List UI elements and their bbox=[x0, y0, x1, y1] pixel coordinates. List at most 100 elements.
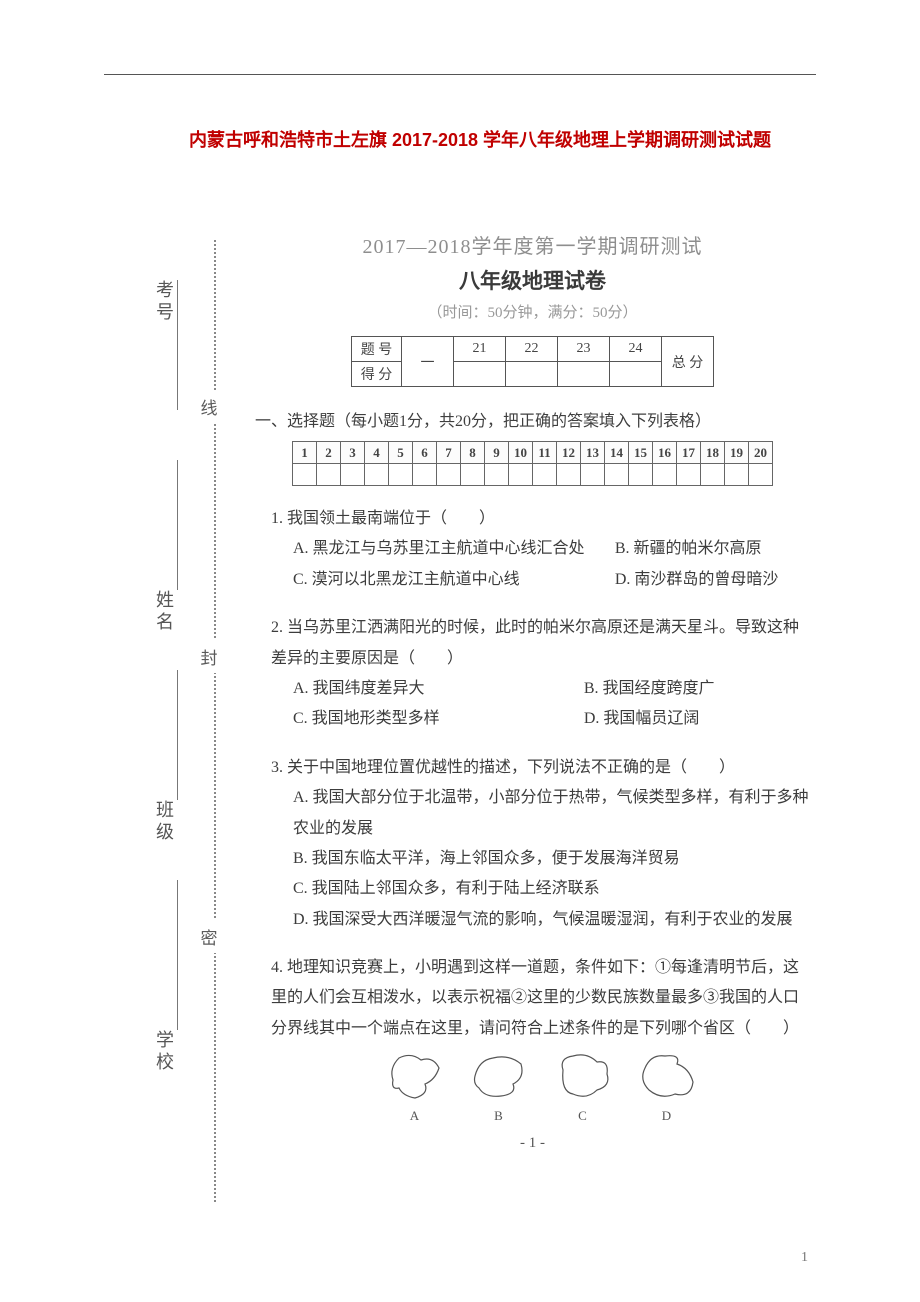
score-col-1: 一 bbox=[402, 337, 454, 387]
q2-opt-b: B. 我国经度跨度广 bbox=[584, 674, 715, 704]
dotted-binding-line bbox=[214, 240, 216, 1202]
q1-opt-b: B. 新疆的帕米尔高原 bbox=[615, 534, 762, 564]
answer-header-cell: 4 bbox=[365, 442, 389, 464]
q1-opt-a: A. 黑龙江与乌苏里江主航道中心线汇合处 bbox=[293, 534, 593, 564]
answer-header-cell: 15 bbox=[629, 442, 653, 464]
binding-mid-xian: 线 bbox=[199, 390, 219, 423]
question-2: 2. 当乌苏里江洒满阳光的时候，此时的帕米尔高原还是满天星斗。导致这种差异的主要… bbox=[255, 613, 810, 735]
answer-header-cell: 6 bbox=[413, 442, 437, 464]
score-col-22: 22 bbox=[506, 337, 558, 362]
q4-cap-d: D bbox=[662, 1104, 671, 1129]
answer-header-cell: 11 bbox=[533, 442, 557, 464]
answer-header-cell: 17 bbox=[677, 442, 701, 464]
question-4: 4. 地理知识竞赛上，小明遇到这样一道题，条件如下：①每逢清明节后，这里的人们会… bbox=[255, 953, 810, 1129]
answer-header-cell: 12 bbox=[557, 442, 581, 464]
province-option-b: B bbox=[469, 1050, 529, 1129]
binding-mid-mi: 密 bbox=[199, 920, 219, 953]
answer-header-cell: 10 bbox=[509, 442, 533, 464]
answer-blank-cell bbox=[581, 464, 605, 486]
score-table: 题 号 一 21 22 23 24 总 分 得 分 bbox=[351, 336, 714, 387]
question-3: 3. 关于中国地理位置优越性的描述，下列说法不正确的是（ ） A. 我国大部分位… bbox=[255, 753, 810, 935]
answer-blank-cell bbox=[725, 464, 749, 486]
score-blank bbox=[558, 362, 610, 387]
answer-blank-cell bbox=[437, 464, 461, 486]
answer-blank-cell bbox=[365, 464, 389, 486]
score-blank bbox=[454, 362, 506, 387]
answer-blank-cell bbox=[509, 464, 533, 486]
q3-stem: 3. 关于中国地理位置优越性的描述，下列说法不正确的是（ ） bbox=[271, 753, 810, 783]
answer-blank-cell bbox=[317, 464, 341, 486]
q4-cap-c: C bbox=[578, 1104, 587, 1129]
binding-label-class: 班级 bbox=[155, 800, 177, 844]
question-1: 1. 我国领土最南端位于（ ） A. 黑龙江与乌苏里江主航道中心线汇合处 B. … bbox=[255, 504, 810, 595]
answer-header-cell: 20 bbox=[749, 442, 773, 464]
section-1-title: 一、选择题（每小题1分，共20分，把正确的答案填入下列表格） bbox=[255, 407, 810, 431]
answer-header-cell: 14 bbox=[605, 442, 629, 464]
answer-blank-cell bbox=[653, 464, 677, 486]
answer-header-cell: 9 bbox=[485, 442, 509, 464]
answer-blank-cell bbox=[413, 464, 437, 486]
answer-header-cell: 13 bbox=[581, 442, 605, 464]
answer-blank-cell bbox=[749, 464, 773, 486]
answer-blank-cell bbox=[605, 464, 629, 486]
answer-header-cell: 8 bbox=[461, 442, 485, 464]
answer-header-cell: 1 bbox=[293, 442, 317, 464]
inner-page-number: - 1 - bbox=[255, 1135, 810, 1152]
province-option-d: D bbox=[637, 1050, 697, 1129]
q1-opt-c: C. 漠河以北黑龙江主航道中心线 bbox=[293, 565, 593, 595]
page-title: 内蒙古呼和浩特市土左旗 2017-2018 学年八年级地理上学期调研测试试题 bbox=[100, 126, 860, 152]
q2-stem: 2. 当乌苏里江洒满阳光的时候，此时的帕米尔高原还是满天星斗。导致这种差异的主要… bbox=[271, 613, 810, 674]
answer-blank-cell bbox=[485, 464, 509, 486]
binding-mid-feng: 封 bbox=[199, 640, 219, 673]
q3-opt-c: C. 我国陆上邻国众多，有利于陆上经济联系 bbox=[271, 874, 810, 904]
answer-header-cell: 16 bbox=[653, 442, 677, 464]
answer-blank-cell bbox=[533, 464, 557, 486]
answer-blank-cell bbox=[461, 464, 485, 486]
exam-header-line1: 2017—2018学年度第一学期调研测试 bbox=[255, 230, 810, 259]
score-total-header: 总 分 bbox=[662, 337, 714, 387]
answer-blank-cell bbox=[341, 464, 365, 486]
q1-stem: 1. 我国领土最南端位于（ ） bbox=[271, 504, 810, 534]
score-row1-label: 题 号 bbox=[352, 337, 402, 362]
q4-cap-a: A bbox=[410, 1104, 419, 1129]
q3-opt-a: A. 我国大部分位于北温带，小部分位于热带，气候类型多样，有利于多种农业的发展 bbox=[271, 783, 810, 844]
province-map-options: A B C D bbox=[271, 1050, 810, 1129]
q3-opt-d: D. 我国深受大西洋暖湿气流的影响，气候温暖湿润，有利于农业的发展 bbox=[271, 905, 810, 935]
binding-margin: 考号 线 姓名 封 班级 密 学校 bbox=[155, 240, 225, 1202]
score-col-21: 21 bbox=[454, 337, 506, 362]
q4-stem: 4. 地理知识竞赛上，小明遇到这样一道题，条件如下：①每逢清明节后，这里的人们会… bbox=[271, 953, 810, 1044]
answer-blank-cell bbox=[389, 464, 413, 486]
q2-opt-c: C. 我国地形类型多样 bbox=[293, 704, 562, 734]
exam-body: 2017—2018学年度第一学期调研测试 八年级地理试卷 （时间：50分钟，满分… bbox=[255, 220, 810, 1152]
answer-header-cell: 3 bbox=[341, 442, 365, 464]
q3-opt-b: B. 我国东临太平洋，海上邻国众多，便于发展海洋贸易 bbox=[271, 844, 810, 874]
exam-header-line2: 八年级地理试卷 bbox=[255, 265, 810, 295]
exam-time-info: （时间：50分钟，满分：50分） bbox=[255, 301, 810, 322]
binding-label-school: 学校 bbox=[155, 1030, 177, 1074]
q2-opt-d: D. 我国幅员辽阔 bbox=[584, 704, 700, 734]
score-col-24: 24 bbox=[610, 337, 662, 362]
score-col-23: 23 bbox=[558, 337, 610, 362]
answer-header-cell: 5 bbox=[389, 442, 413, 464]
province-option-a: A bbox=[385, 1050, 445, 1129]
q1-opt-d: D. 南沙群岛的曾母暗沙 bbox=[615, 565, 779, 595]
q4-cap-b: B bbox=[494, 1104, 503, 1129]
footer-page-number: 1 bbox=[801, 1250, 808, 1266]
score-blank bbox=[506, 362, 558, 387]
answer-header-cell: 7 bbox=[437, 442, 461, 464]
answer-blank-cell bbox=[557, 464, 581, 486]
province-option-c: C bbox=[553, 1050, 613, 1129]
answer-blank-cell bbox=[629, 464, 653, 486]
answer-blank-cell bbox=[677, 464, 701, 486]
score-blank bbox=[610, 362, 662, 387]
answer-header-cell: 18 bbox=[701, 442, 725, 464]
q2-opt-a: A. 我国纬度差异大 bbox=[293, 674, 562, 704]
answer-header-cell: 2 bbox=[317, 442, 341, 464]
answer-header-cell: 19 bbox=[725, 442, 749, 464]
score-row2-label: 得 分 bbox=[352, 362, 402, 387]
answer-blank-cell bbox=[701, 464, 725, 486]
binding-label-name: 姓名 bbox=[155, 590, 177, 634]
answer-blank-cell bbox=[293, 464, 317, 486]
binding-label-examno: 考号 bbox=[155, 280, 177, 324]
answer-grid: 1234567891011121314151617181920 bbox=[292, 441, 773, 486]
